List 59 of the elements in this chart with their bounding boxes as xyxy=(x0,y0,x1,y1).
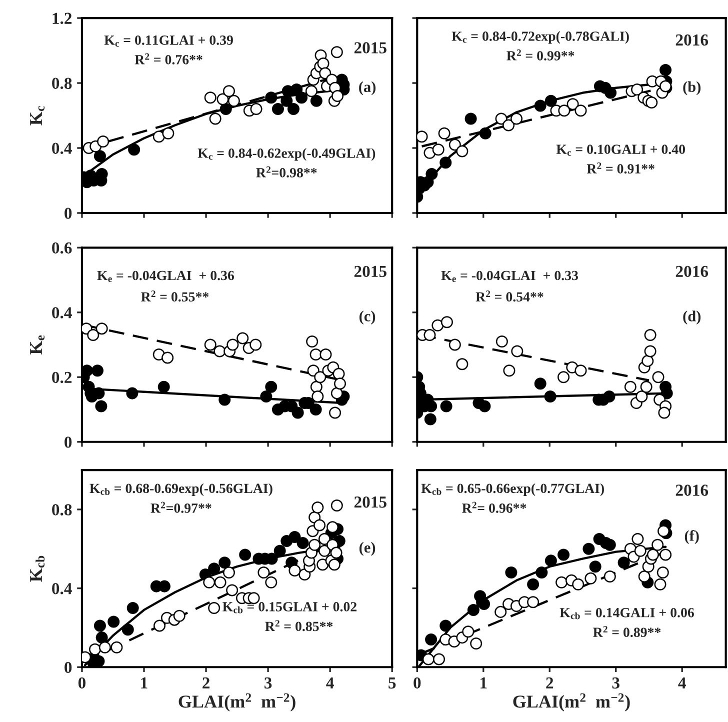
annotation: R$^{2}$= 0.96** xyxy=(462,502,526,513)
annotation: 2015 xyxy=(354,42,386,54)
annotation: K$_{e}$ = -0.04GLAI + 0.33 xyxy=(441,270,578,282)
x-axis-title: GLAI(m$^{2}$ m$^{−2}$) xyxy=(178,693,296,712)
y-tick-label: 1.2 xyxy=(52,12,72,24)
y-tick-label: 0.4 xyxy=(52,582,72,594)
annotation: R$^{2}$ = 0.54** xyxy=(476,290,544,302)
annotation: K$_{c}$ = 0.84-0.72exp(-0.78GALI) xyxy=(452,31,629,44)
x-tick-label: 2 xyxy=(202,677,210,688)
x-tick-label: 2 xyxy=(546,677,554,688)
annotation: 2015 xyxy=(354,266,386,278)
annotation: R$^{2}$ = 0.91** xyxy=(586,162,654,174)
x-tick-label: 0 xyxy=(78,677,86,689)
x-tick-label: 1 xyxy=(480,677,487,688)
annotation: K$_{cb}$ = 0.68-0.69exp(-0.56GLAI) xyxy=(90,483,272,496)
annotation: K$_{cb}$ = 0.65-0.66exp(-0.77GLAI) xyxy=(421,483,604,496)
annotation: K$_{c}$ = 0.11GLAI + 0.39 xyxy=(104,35,233,47)
annotation: 2016 xyxy=(676,34,708,46)
annotation: (e) xyxy=(359,542,376,556)
annotation: K$_{cb}$ = 0.14GALI + 0.06 xyxy=(560,608,694,620)
y-tick-label: 0.8 xyxy=(52,504,72,516)
y-tick-label: 0 xyxy=(64,662,72,674)
annotation: 2015 xyxy=(354,496,386,508)
annotation: K$_{c}$ = 0.84-0.62exp(-0.49GLAI) xyxy=(198,148,376,161)
annotation: (c) xyxy=(359,310,376,324)
annotation: K$_{e}$ = -0.04GLAI + 0.36 xyxy=(97,270,234,282)
annotation: R$^{2}$ = 0.89** xyxy=(593,626,661,638)
annotation: K$_{c}$ = 0.10GALI + 0.40 xyxy=(556,144,685,156)
y-axis-title: K$_{e}$ xyxy=(30,335,45,355)
x-tick-label: 4 xyxy=(326,677,334,688)
x-axis-title: GLAI(m$^{2}$ m$^{−2}$) xyxy=(513,693,630,712)
y-tick-label: 0 xyxy=(64,208,72,219)
y-tick-label: 0.4 xyxy=(52,142,72,154)
y-tick-label: 0.2 xyxy=(52,372,72,384)
y-tick-label: 0.8 xyxy=(52,78,72,90)
x-tick-label: 4 xyxy=(678,677,686,688)
annotation: (a) xyxy=(359,81,376,96)
y-axis-title: K$_{c}$ xyxy=(30,106,45,126)
annotation: R$^{2}$ = 0.85** xyxy=(265,620,333,632)
annotation: 2016 xyxy=(676,266,708,278)
annotation: (b) xyxy=(683,81,701,96)
annotation: K$_{cb}$ = 0.15GLAI + 0.02 xyxy=(222,602,357,614)
annotation: R$^{2}$ = 0.55** xyxy=(141,290,209,302)
annotation: R$^{2}$ = 0.76** xyxy=(134,53,202,64)
annotation: R$^{2}$ = 0.99** xyxy=(506,49,574,61)
y-axis-title: K$_{cb}$ xyxy=(30,556,45,582)
annotation: R$^{2}$=0.97** xyxy=(150,502,212,513)
y-tick-label: 0.4 xyxy=(52,307,72,318)
annotation: (f) xyxy=(684,530,699,544)
annotation: 2016 xyxy=(676,484,708,496)
annotation: R$^{2}$=0.98** xyxy=(256,166,317,178)
annotation: (d) xyxy=(683,310,701,324)
x-tick-label: 3 xyxy=(264,677,272,689)
y-tick-label: 0 xyxy=(64,436,72,448)
x-tick-label: 1 xyxy=(141,677,148,688)
x-tick-label: 3 xyxy=(612,677,620,689)
y-tick-label: 0.6 xyxy=(52,242,72,254)
x-tick-label: 5 xyxy=(388,678,396,689)
x-tick-label: 0 xyxy=(414,677,421,689)
